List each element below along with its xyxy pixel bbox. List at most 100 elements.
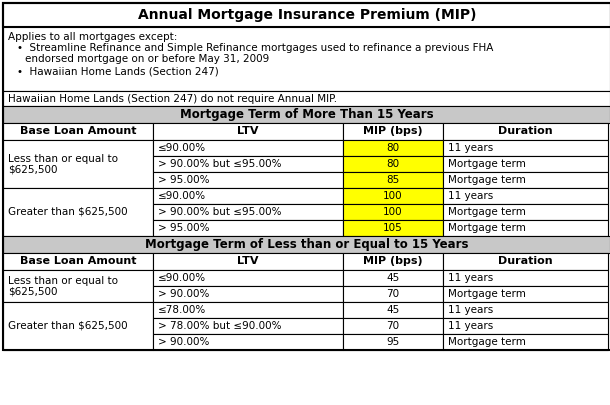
Text: 11 years: 11 years xyxy=(448,321,493,331)
Bar xyxy=(443,253,608,270)
Text: > 95.00%: > 95.00% xyxy=(158,175,209,185)
Text: ≤78.00%: ≤78.00% xyxy=(158,305,206,315)
Text: Mortgage term: Mortgage term xyxy=(448,159,526,169)
Text: 11 years: 11 years xyxy=(448,273,493,283)
Text: > 90.00% but ≤95.00%: > 90.00% but ≤95.00% xyxy=(158,207,281,217)
Text: > 95.00%: > 95.00% xyxy=(158,223,209,233)
Text: Mortgage term: Mortgage term xyxy=(448,337,526,347)
Bar xyxy=(153,302,343,318)
Bar xyxy=(153,220,343,236)
Bar xyxy=(443,140,608,156)
Bar xyxy=(153,286,343,302)
Bar xyxy=(343,172,443,188)
Bar xyxy=(343,140,443,156)
Bar xyxy=(153,140,343,156)
Text: ≤90.00%: ≤90.00% xyxy=(158,191,206,201)
Bar xyxy=(3,3,610,27)
Bar xyxy=(153,204,343,220)
Bar xyxy=(153,188,343,204)
Text: > 90.00% but ≤95.00%: > 90.00% but ≤95.00% xyxy=(158,159,281,169)
Bar xyxy=(343,318,443,334)
Bar xyxy=(443,188,608,204)
Bar xyxy=(3,27,610,91)
Bar xyxy=(3,140,153,188)
Text: 70: 70 xyxy=(387,289,400,299)
Bar xyxy=(3,123,153,140)
Text: 80: 80 xyxy=(387,159,400,169)
Text: 45: 45 xyxy=(386,273,400,283)
Text: 100: 100 xyxy=(383,207,403,217)
Bar xyxy=(153,270,343,286)
Text: 85: 85 xyxy=(386,175,400,185)
Text: ≤90.00%: ≤90.00% xyxy=(158,273,206,283)
Bar xyxy=(3,236,610,253)
Text: Less than or equal to: Less than or equal to xyxy=(8,275,118,286)
Text: Mortgage term: Mortgage term xyxy=(448,223,526,233)
Bar xyxy=(343,334,443,350)
Text: $625,500: $625,500 xyxy=(8,286,57,296)
Bar xyxy=(443,334,608,350)
Bar xyxy=(343,220,443,236)
Bar xyxy=(153,334,343,350)
Bar xyxy=(153,123,343,140)
Bar xyxy=(443,204,608,220)
Bar xyxy=(443,156,608,172)
Text: > 90.00%: > 90.00% xyxy=(158,337,209,347)
Text: •  Hawaiian Home Lands (Section 247): • Hawaiian Home Lands (Section 247) xyxy=(17,67,219,77)
Text: 11 years: 11 years xyxy=(448,143,493,153)
Bar xyxy=(3,302,153,350)
Text: Duration: Duration xyxy=(498,126,553,136)
Bar xyxy=(153,156,343,172)
Text: Mortgage Term of More Than 15 Years: Mortgage Term of More Than 15 Years xyxy=(180,108,434,121)
Text: Base Loan Amount: Base Loan Amount xyxy=(20,256,136,266)
Text: Base Loan Amount: Base Loan Amount xyxy=(20,126,136,136)
Text: MIP (bps): MIP (bps) xyxy=(363,126,423,136)
Bar xyxy=(3,253,153,270)
Bar xyxy=(443,123,608,140)
Bar xyxy=(443,220,608,236)
Text: Hawaiian Home Lands (Section 247) do not require Annual MIP.: Hawaiian Home Lands (Section 247) do not… xyxy=(8,94,337,104)
Text: 11 years: 11 years xyxy=(448,305,493,315)
Bar xyxy=(343,204,443,220)
Text: 95: 95 xyxy=(386,337,400,347)
Text: ≤90.00%: ≤90.00% xyxy=(158,143,206,153)
Text: Greater than $625,500: Greater than $625,500 xyxy=(8,207,127,217)
Text: $625,500: $625,500 xyxy=(8,164,57,175)
Text: 70: 70 xyxy=(387,321,400,331)
Bar xyxy=(3,3,610,350)
Bar xyxy=(443,172,608,188)
Bar xyxy=(343,286,443,302)
Text: 80: 80 xyxy=(387,143,400,153)
Text: Duration: Duration xyxy=(498,256,553,266)
Bar xyxy=(343,123,443,140)
Bar xyxy=(3,106,610,123)
Text: 105: 105 xyxy=(383,223,403,233)
Text: endorsed mortgage on or before May 31, 2009: endorsed mortgage on or before May 31, 2… xyxy=(25,54,269,64)
Text: LTV: LTV xyxy=(237,126,259,136)
Text: Annual Mortgage Insurance Premium (MIP): Annual Mortgage Insurance Premium (MIP) xyxy=(138,8,476,22)
Bar xyxy=(443,318,608,334)
Text: Mortgage term: Mortgage term xyxy=(448,289,526,299)
Text: Mortgage Term of Less than or Equal to 15 Years: Mortgage Term of Less than or Equal to 1… xyxy=(145,238,468,251)
Bar xyxy=(153,253,343,270)
Text: MIP (bps): MIP (bps) xyxy=(363,256,423,266)
Bar xyxy=(3,91,610,106)
Bar xyxy=(153,318,343,334)
Text: Applies to all mortgages except:: Applies to all mortgages except: xyxy=(8,32,178,42)
Text: 45: 45 xyxy=(386,305,400,315)
Bar xyxy=(443,286,608,302)
Bar xyxy=(343,188,443,204)
Bar xyxy=(343,302,443,318)
Text: Mortgage term: Mortgage term xyxy=(448,175,526,185)
Bar xyxy=(443,270,608,286)
Bar xyxy=(3,188,153,236)
Bar xyxy=(343,270,443,286)
Bar xyxy=(443,302,608,318)
Text: Mortgage term: Mortgage term xyxy=(448,207,526,217)
Text: 11 years: 11 years xyxy=(448,191,493,201)
Text: > 90.00%: > 90.00% xyxy=(158,289,209,299)
Bar xyxy=(153,172,343,188)
Text: 100: 100 xyxy=(383,191,403,201)
Text: LTV: LTV xyxy=(237,256,259,266)
Text: •  Streamline Refinance and Simple Refinance mortgages used to refinance a previ: • Streamline Refinance and Simple Refina… xyxy=(17,43,493,53)
